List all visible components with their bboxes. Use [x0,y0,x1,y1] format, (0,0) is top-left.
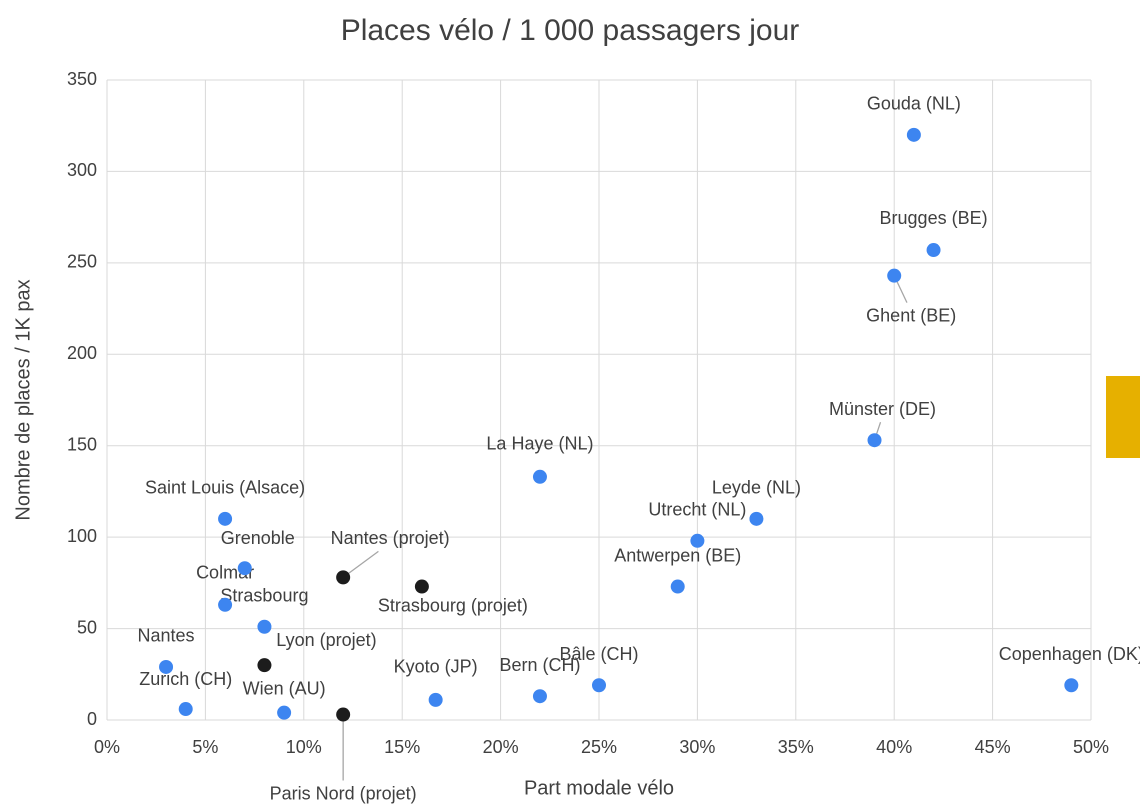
point [428,692,443,707]
x-tick-label: 25% [581,737,617,757]
point [867,433,882,448]
point [178,702,193,717]
point-label: Antwerpen (BE) [614,545,741,565]
y-tick-label: 50 [77,617,97,637]
point-label: Copenhagen (DK) [999,644,1140,664]
point [159,659,174,674]
point-label: Leyde (NL) [712,478,801,498]
point-label: Münster (DE) [829,399,936,419]
x-tick-label: 15% [384,737,420,757]
point-label: Saint Louis (Alsace) [145,478,305,498]
point [749,511,764,526]
y-tick-label: 150 [67,434,97,454]
x-axis-label: Part modale vélo [524,777,674,799]
point [336,707,351,722]
point [887,268,902,283]
point [690,533,705,548]
y-tick-label: 100 [67,526,97,546]
point-label: Brugges (BE) [880,208,988,228]
point-label: Zurich (CH) [139,669,232,689]
point-label: Strasbourg (projet) [378,595,528,615]
point-label: Strasbourg [220,585,308,605]
x-tick-label: 45% [975,737,1011,757]
point [592,678,606,693]
point [414,579,429,594]
x-tick-label: 35% [778,737,814,757]
point [670,579,685,594]
point [906,127,921,142]
point-label: Wien (AU) [243,678,326,698]
point-label: Utrecht (NL) [648,500,746,520]
point [257,619,272,634]
point [218,597,233,612]
x-tick-label: 20% [483,737,519,757]
x-tick-label: 40% [876,737,912,757]
point [532,469,547,484]
point [277,705,292,720]
x-tick-label: 5% [192,737,218,757]
point [532,689,547,704]
y-tick-label: 0 [87,709,97,729]
point-label: Grenoble [221,528,295,548]
side-tab [1106,376,1140,458]
point-label: La Haye (NL) [486,434,593,454]
x-tick-label: 30% [679,737,715,757]
y-tick-label: 350 [67,69,97,89]
point-label: Nantes (projet) [331,528,450,548]
point [336,570,351,585]
point [218,511,233,526]
y-tick-label: 200 [67,343,97,363]
y-tick-label: 250 [67,252,97,272]
point-label: Paris Nord (projet) [270,783,417,803]
point-label: Bern (CH) [499,655,580,675]
point-label: Nantes [138,626,195,646]
point [237,561,252,576]
point [1064,678,1079,693]
point-label: Ghent (BE) [866,305,956,325]
y-axis-label: Nombre de places / 1K pax [12,279,34,520]
x-tick-label: 10% [286,737,322,757]
point-label: Bâle (CH) [559,644,638,664]
point [926,243,941,258]
point-label: Kyoto (JP) [394,657,478,677]
leader-line [342,550,379,578]
point-label: Lyon (projet) [276,630,376,650]
x-tick-label: 0% [94,737,120,757]
x-tick-label: 50% [1073,737,1109,757]
y-tick-label: 300 [67,160,97,180]
point-label: Gouda (NL) [867,94,961,114]
point [257,658,272,673]
chart-title: Places vélo / 1 000 passagers jour [341,14,800,47]
